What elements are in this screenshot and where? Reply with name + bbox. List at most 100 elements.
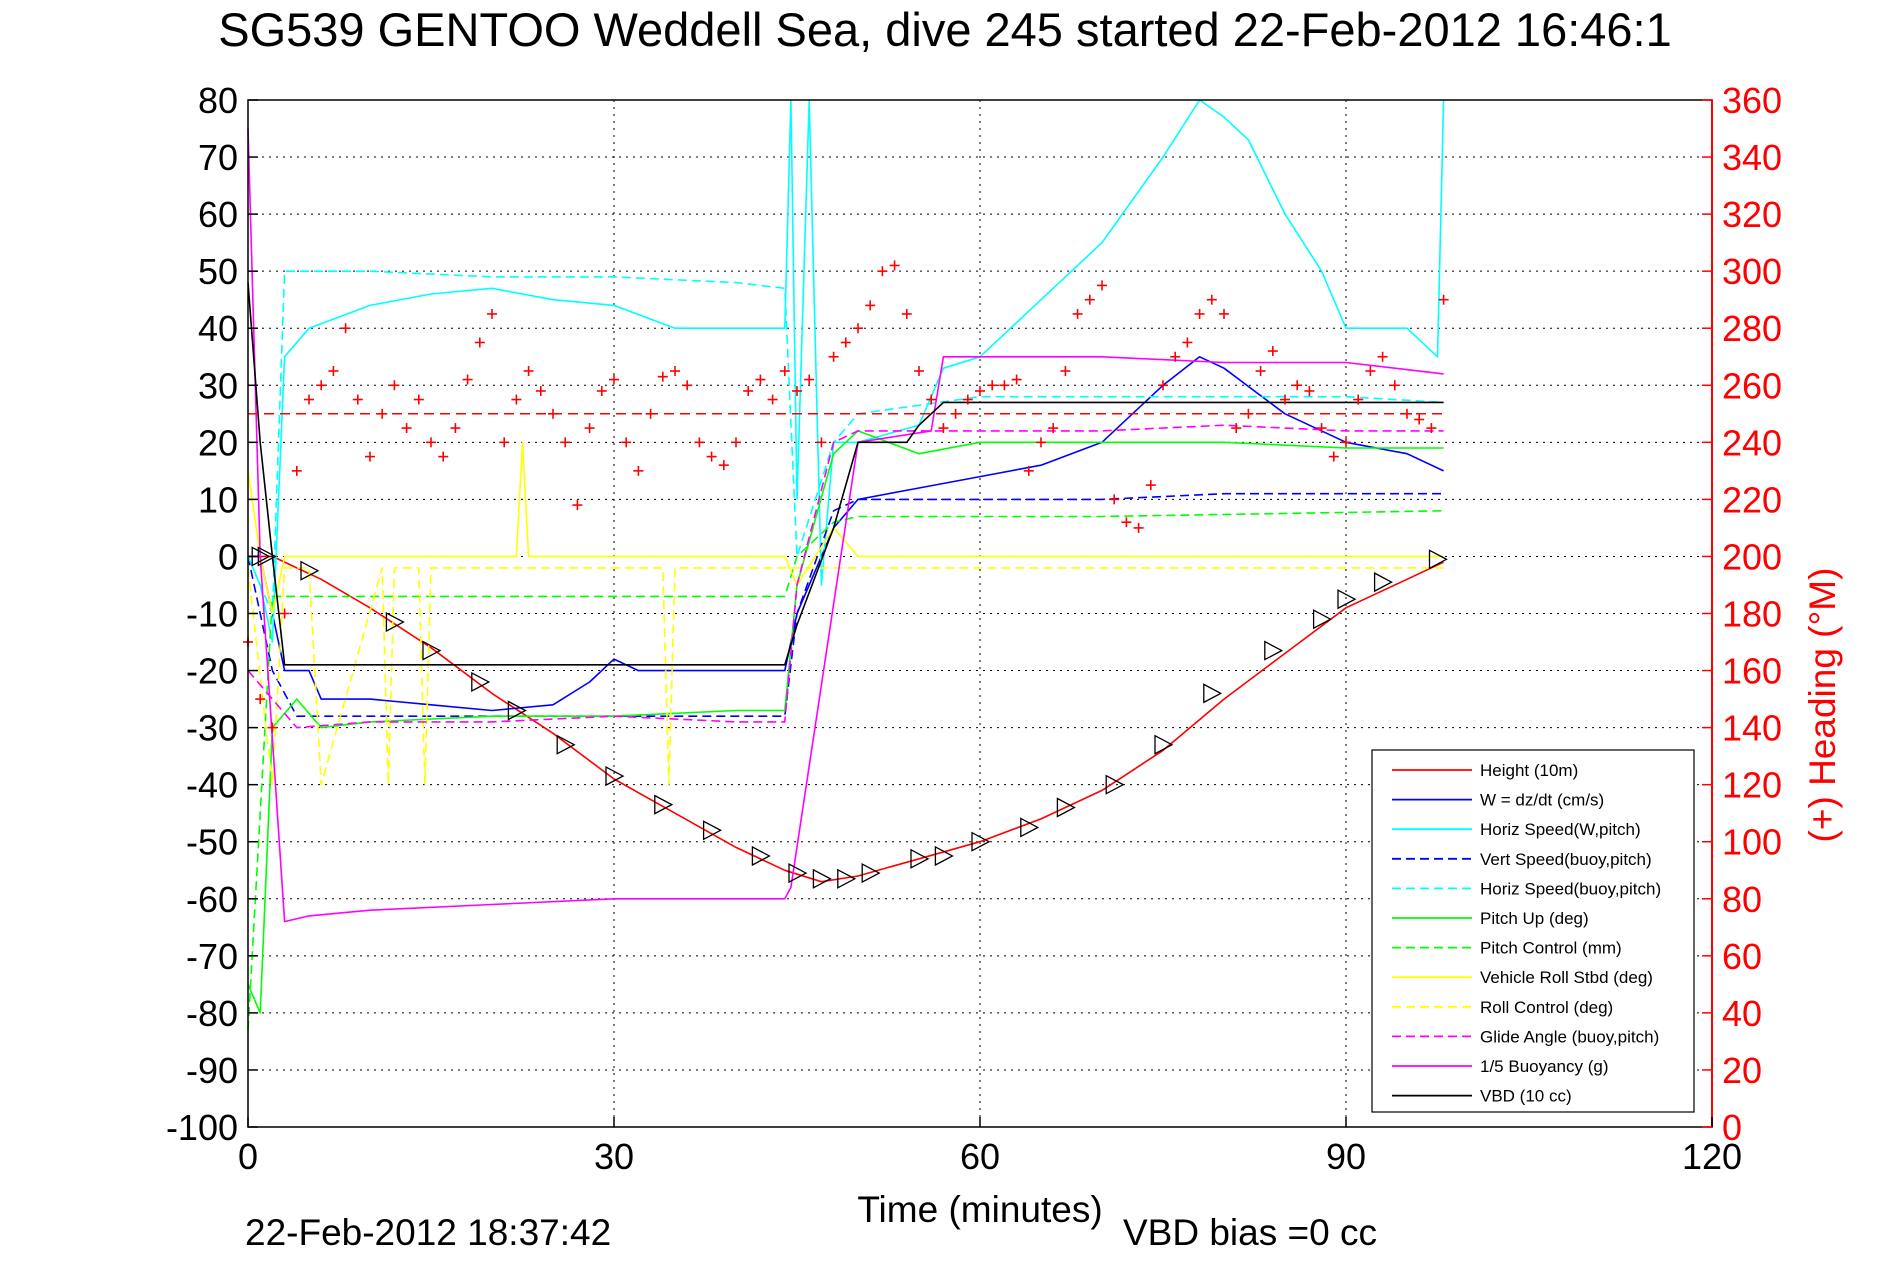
series-line-6 — [247, 510, 1444, 1031]
y-tick-label: -90 — [186, 1050, 238, 1091]
triangle-marker — [1154, 734, 1174, 755]
triangle-marker — [257, 546, 277, 567]
heading-point — [792, 385, 802, 396]
legend: Height (10m) W = dz/dt (cm/s) Horiz Speed(… — [1371, 749, 1695, 1113]
heading-point — [1377, 351, 1388, 362]
y-tick-label: 60 — [198, 194, 238, 235]
x-tick-label: 90 — [1326, 1136, 1366, 1177]
y-tick-label: 10 — [198, 479, 238, 520]
triangle-marker — [751, 845, 771, 867]
y2-tick-label: 200 — [1722, 536, 1782, 577]
triangle-marker — [1056, 797, 1076, 818]
y-tick-label: -100 — [166, 1107, 238, 1148]
heading-point — [1072, 308, 1083, 319]
series-line-11 — [247, 282, 1444, 666]
triangle-marker — [654, 794, 674, 815]
heading-point — [279, 608, 290, 619]
heading-point — [987, 380, 998, 391]
y-tick-label: -60 — [186, 879, 238, 920]
heading-point — [1255, 366, 1266, 377]
heading-point — [816, 437, 827, 448]
heading-point — [779, 366, 790, 377]
marker-layer — [251, 546, 1448, 889]
heading-point — [560, 437, 571, 448]
heading-point — [1267, 346, 1278, 357]
series-line-10 — [247, 128, 1444, 923]
y-tick-label: 30 — [198, 365, 238, 406]
heading-point — [1389, 380, 1400, 391]
heading-point — [1121, 517, 1132, 528]
heading-point — [877, 266, 888, 277]
series-line-4 — [247, 270, 1444, 615]
y2-tick-label: 240 — [1722, 422, 1782, 463]
heading-point — [1158, 380, 1168, 391]
heading-point — [352, 394, 363, 405]
legend-entry: Vehicle Roll Stbd (deg) — [1480, 968, 1653, 987]
heading-point — [743, 385, 754, 396]
heading-point — [706, 451, 717, 462]
triangle-marker — [422, 640, 442, 661]
x-tick-label: 120 — [1682, 1136, 1742, 1177]
y2-axis-label: (+) Heading (°M) — [1802, 568, 1843, 843]
heading-point — [523, 366, 534, 377]
heading-point — [1231, 423, 1242, 434]
heading-point — [255, 694, 266, 705]
heading-point — [511, 394, 522, 405]
triangle-marker — [934, 845, 954, 867]
heading-point — [914, 366, 924, 377]
y2-tick-label: 220 — [1722, 479, 1782, 520]
heading-point — [487, 308, 497, 319]
y-tick-label: 50 — [198, 251, 238, 292]
heading-point — [901, 308, 912, 319]
heading-point — [1365, 366, 1376, 377]
heading-point — [1353, 394, 1364, 405]
heading-point — [1060, 366, 1071, 377]
heading-point — [1133, 522, 1144, 533]
triangle-marker — [385, 611, 405, 633]
y2-tick-label: 100 — [1722, 822, 1782, 863]
heading-point — [755, 374, 766, 385]
heading-point — [1109, 494, 1120, 505]
triangle-marker — [910, 848, 930, 869]
y2-tick-label: 40 — [1722, 993, 1762, 1034]
heading-point — [1402, 408, 1412, 419]
legend-entry: Horiz Speed(W,pitch) — [1480, 820, 1641, 839]
heading-point — [1084, 294, 1095, 305]
heading-point — [645, 408, 656, 419]
series-line-0 — [248, 555, 1444, 883]
triangle-marker — [1264, 640, 1284, 661]
y2-tick-label: 360 — [1722, 80, 1782, 121]
heading-point — [670, 366, 680, 377]
heading-point — [1438, 294, 1449, 305]
legend-entry: Horiz Speed(buoy,pitch) — [1480, 879, 1661, 898]
heading-point — [267, 722, 278, 733]
heading-point — [328, 366, 339, 377]
heading-point — [548, 408, 558, 419]
x-tick-label: 0 — [238, 1136, 258, 1177]
legend-entry: Vert Speed(buoy,pitch) — [1480, 850, 1652, 869]
heading-point — [1011, 374, 1022, 385]
heading-point — [1414, 414, 1425, 425]
triangle-marker — [605, 766, 625, 787]
triangle-marker — [702, 820, 722, 841]
triangle-marker — [1203, 683, 1223, 704]
heading-point — [609, 374, 619, 385]
heading-point — [694, 437, 705, 448]
legend-entry: VBD (10 cc) — [1480, 1087, 1572, 1106]
heading-point — [426, 437, 436, 448]
y2-tick-label: 80 — [1722, 879, 1762, 920]
timestamp-label: 22-Feb-2012 18:37:42 — [245, 1212, 611, 1253]
y2-tick-label: 20 — [1722, 1050, 1762, 1091]
y-tick-label: 80 — [198, 80, 238, 121]
y2-tick-label: 120 — [1722, 765, 1782, 806]
y2-tick-label: 300 — [1722, 251, 1782, 292]
heading-point — [401, 423, 412, 434]
heading-point — [926, 394, 937, 405]
y-tick-label: 20 — [198, 422, 238, 463]
y-tick-label: 40 — [198, 308, 238, 349]
heading-point — [853, 323, 863, 334]
heading-point — [767, 394, 778, 405]
heading-point — [413, 394, 424, 405]
